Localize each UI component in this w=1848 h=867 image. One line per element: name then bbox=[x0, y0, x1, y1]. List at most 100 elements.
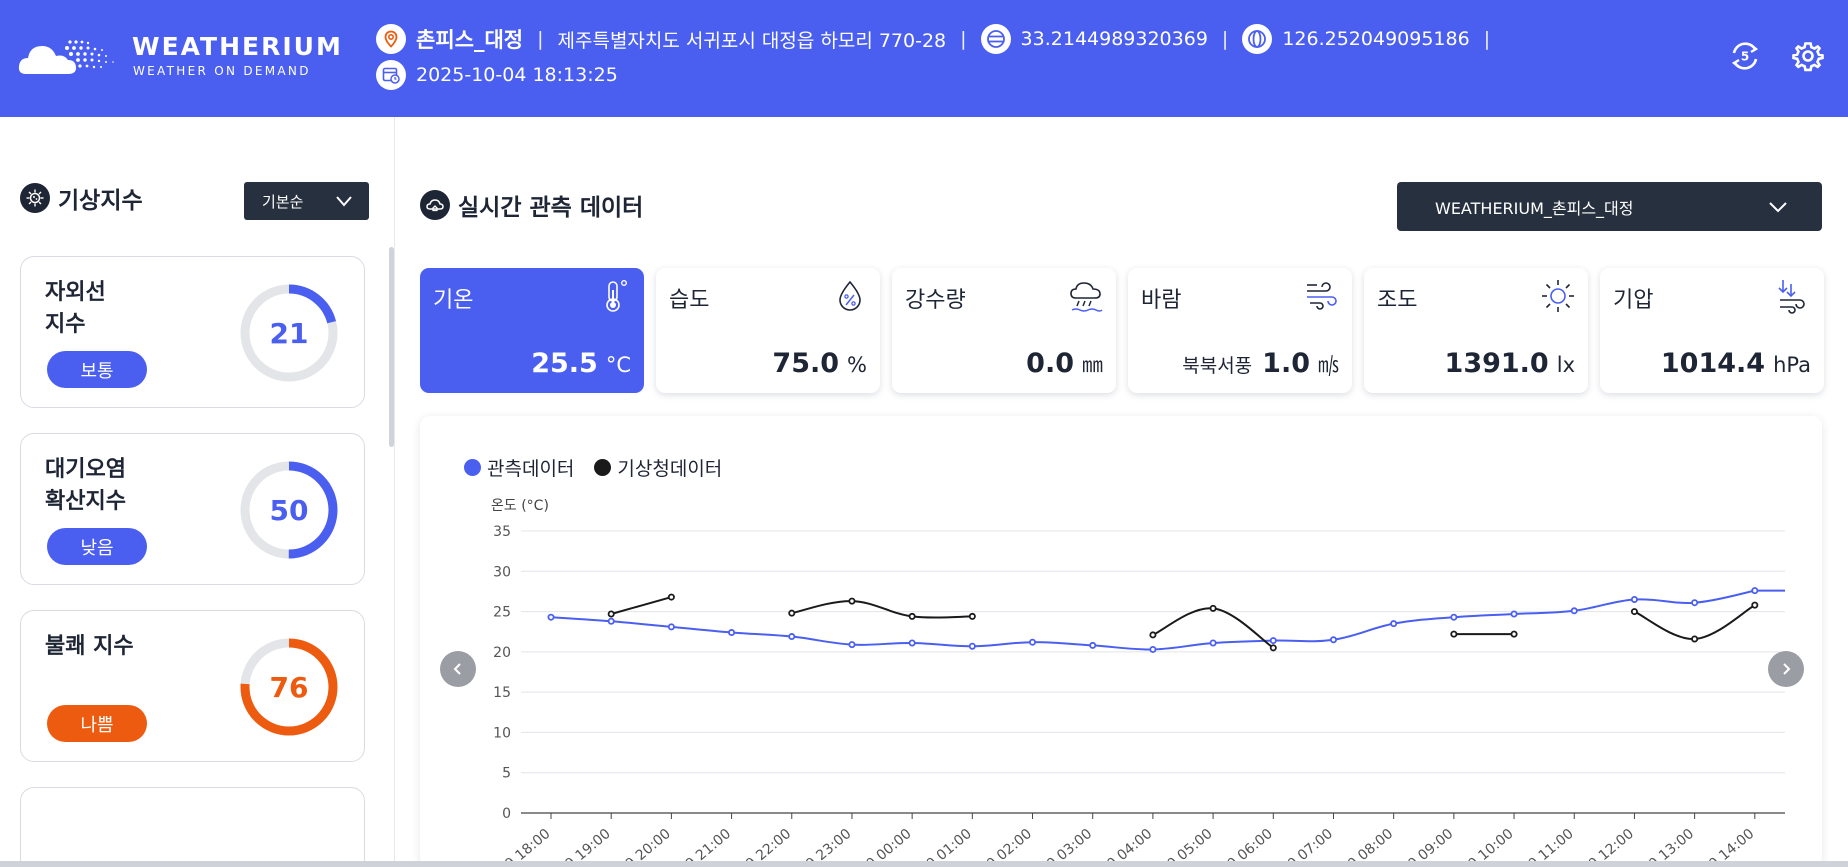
longitude-icon bbox=[1242, 24, 1273, 54]
sort-dropdown-label: 기본순 bbox=[262, 192, 304, 211]
data-point-0 bbox=[607, 617, 615, 625]
metric-card-humidity[interactable]: 습도 75.0 % bbox=[656, 268, 880, 393]
data-point-0 bbox=[1570, 607, 1578, 615]
series-line-0 bbox=[550, 589, 1756, 651]
cloud-home-icon bbox=[420, 190, 450, 220]
station-address: 제주특별자치도 서귀포시 대정읍 하모리 770-28 bbox=[557, 29, 947, 52]
data-point-1 bbox=[667, 593, 675, 601]
data-point-0 bbox=[788, 633, 796, 641]
metric-card-wind[interactable]: 바람 북북서풍 1.0 ㎧ bbox=[1128, 268, 1352, 393]
series-line-1 bbox=[791, 600, 973, 619]
metric-label: 바람 bbox=[1141, 288, 1182, 313]
chevron-down-icon bbox=[1769, 202, 1787, 213]
humidity-drop-icon bbox=[839, 280, 861, 311]
legend-dot-observed bbox=[464, 459, 481, 476]
station-info-row: 촌피스_대정 | 제주특별자치도 서귀포시 대정읍 하모리 770-28 | 3… bbox=[376, 22, 1504, 56]
latitude-value: 33.2144989320369 bbox=[1020, 28, 1208, 50]
data-point-1 bbox=[1691, 635, 1699, 643]
weatherium-logo[interactable]: WEATHERIUM WEATHER ON DEMAND bbox=[18, 30, 348, 80]
index-card[interactable]: 자외선 지수 보통 21 bbox=[20, 256, 365, 408]
index-card[interactable]: 대기오염 확산지수 낮음 50 bbox=[20, 433, 365, 585]
metric-value: 25.5 °C bbox=[531, 348, 631, 379]
series-line-1 bbox=[1633, 604, 1756, 640]
metric-unit: °C bbox=[605, 353, 631, 377]
data-point-0 bbox=[1089, 641, 1097, 649]
header-separator: | bbox=[537, 28, 544, 50]
app-header: WEATHERIUM WEATHER ON DEMAND 촌피스_대정 | 제주… bbox=[0, 0, 1848, 117]
legend-dot-forecast bbox=[594, 459, 612, 476]
metric-label: 조도 bbox=[1377, 288, 1418, 313]
metric-value: 1014.4 hPa bbox=[1661, 348, 1811, 379]
data-point-0 bbox=[1209, 639, 1217, 647]
horizontal-scrollbar[interactable] bbox=[0, 861, 1848, 867]
metric-label: 기압 bbox=[1613, 288, 1654, 313]
metric-unit: % bbox=[847, 353, 867, 377]
data-point-0 bbox=[1691, 599, 1699, 607]
data-point-1 bbox=[1450, 630, 1458, 638]
data-point-1 bbox=[1209, 604, 1217, 612]
data-point-0 bbox=[547, 613, 555, 621]
index-value: 21 bbox=[269, 316, 309, 350]
metric-number: 1014.4 bbox=[1660, 348, 1766, 379]
data-point-0 bbox=[1390, 620, 1398, 628]
latitude-icon bbox=[980, 24, 1011, 54]
data-point-0 bbox=[728, 629, 736, 637]
index-card-partial[interactable] bbox=[20, 787, 365, 867]
metric-value: 0.0 ㎜ bbox=[1026, 348, 1103, 379]
pressure-arrows-icon bbox=[1778, 280, 1805, 314]
data-point-0 bbox=[1450, 613, 1458, 621]
realtime-title-text: 실시간 관측 데이터 bbox=[458, 195, 644, 221]
chevron-right-icon bbox=[1783, 663, 1791, 675]
datetime-row: 2025-10-04 18:13:25 bbox=[376, 60, 618, 90]
data-point-1 bbox=[607, 610, 615, 618]
realtime-section-title: 실시간 관측 데이터 bbox=[420, 188, 643, 222]
refresh-count: 5 bbox=[1741, 50, 1749, 64]
data-point-1 bbox=[1269, 644, 1277, 652]
metric-card-illuminance[interactable]: 조도 1391.0 lx bbox=[1364, 268, 1588, 393]
header-separator: | bbox=[960, 28, 967, 50]
chart-next-button[interactable] bbox=[1768, 651, 1804, 687]
data-point-0 bbox=[1329, 636, 1337, 644]
y-tick-label: 5 bbox=[502, 766, 511, 782]
metric-card-temperature[interactable]: 기온 25.5 °C bbox=[420, 268, 644, 393]
data-point-0 bbox=[1029, 638, 1037, 646]
data-point-1 bbox=[968, 612, 976, 620]
metric-value: 75.0 % bbox=[772, 348, 867, 379]
weather-index-panel: 기상지수 기본순 자외선 지수 보통 21 대기오염 확산지수 낮음 50 불쾌 지수 나쁨 7… bbox=[0, 117, 395, 867]
settings-button[interactable] bbox=[1788, 36, 1828, 76]
index-card[interactable]: 불쾌 지수 나쁨 76 bbox=[20, 610, 365, 762]
metric-card-precipitation[interactable]: 강수량 0.0 ㎜ bbox=[892, 268, 1116, 393]
logo-subtitle: WEATHER ON DEMAND bbox=[133, 64, 311, 78]
metric-number: 0.0 bbox=[1026, 348, 1074, 379]
header-separator: | bbox=[1221, 28, 1229, 50]
legend-label-observed: 관측데이터 bbox=[487, 458, 575, 480]
chart-prev-button[interactable] bbox=[440, 651, 476, 687]
sort-dropdown[interactable]: 기본순 bbox=[244, 182, 369, 220]
metric-number: 1.0 bbox=[1262, 348, 1310, 379]
metric-number: 1391.0 bbox=[1444, 348, 1549, 379]
auto-refresh-button[interactable]: 5 bbox=[1725, 36, 1765, 76]
metric-card-pressure[interactable]: 기압 1014.4 hPa bbox=[1600, 268, 1824, 393]
data-point-1 bbox=[908, 612, 916, 620]
legend-item-forecast[interactable]: 기상청데이터 bbox=[594, 454, 722, 481]
station-select-dropdown[interactable]: WEATHERIUM_촌피스_대정 bbox=[1397, 182, 1822, 231]
index-gauge bbox=[240, 638, 338, 736]
legend-label-forecast: 기상청데이터 bbox=[617, 458, 723, 480]
refresh-timer-icon: 5 bbox=[1731, 42, 1759, 70]
data-point-1 bbox=[1149, 631, 1157, 639]
metric-value: 북북서풍 1.0 ㎧ bbox=[1182, 348, 1339, 379]
gear-icon bbox=[1792, 42, 1824, 72]
data-point-0 bbox=[1149, 645, 1157, 653]
data-point-0 bbox=[968, 642, 976, 650]
index-name: 대기오염 확산지수 bbox=[45, 457, 126, 514]
thermometer-icon bbox=[606, 280, 628, 312]
panel-scrollbar[interactable] bbox=[389, 247, 394, 447]
y-tick-label: 0 bbox=[502, 806, 511, 822]
data-point-0 bbox=[667, 623, 675, 631]
index-gauge bbox=[240, 284, 338, 382]
index-value: 76 bbox=[269, 670, 309, 704]
chevron-left-icon bbox=[453, 663, 461, 675]
legend-item-observed[interactable]: 관측데이터 bbox=[464, 454, 574, 481]
logo-title: WEATHERIUM bbox=[132, 32, 343, 61]
